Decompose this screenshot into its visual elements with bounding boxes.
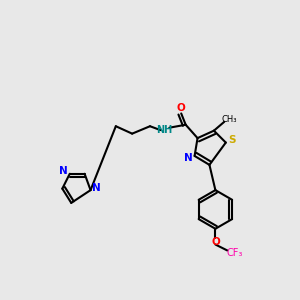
Text: NH: NH [156,125,172,135]
Text: N: N [92,183,101,193]
Text: O: O [211,237,220,247]
Text: O: O [177,103,186,113]
Text: CH₃: CH₃ [222,115,237,124]
Text: S: S [229,135,236,145]
Text: N: N [184,153,192,163]
Text: CF₃: CF₃ [226,248,243,258]
Text: N: N [59,166,68,176]
